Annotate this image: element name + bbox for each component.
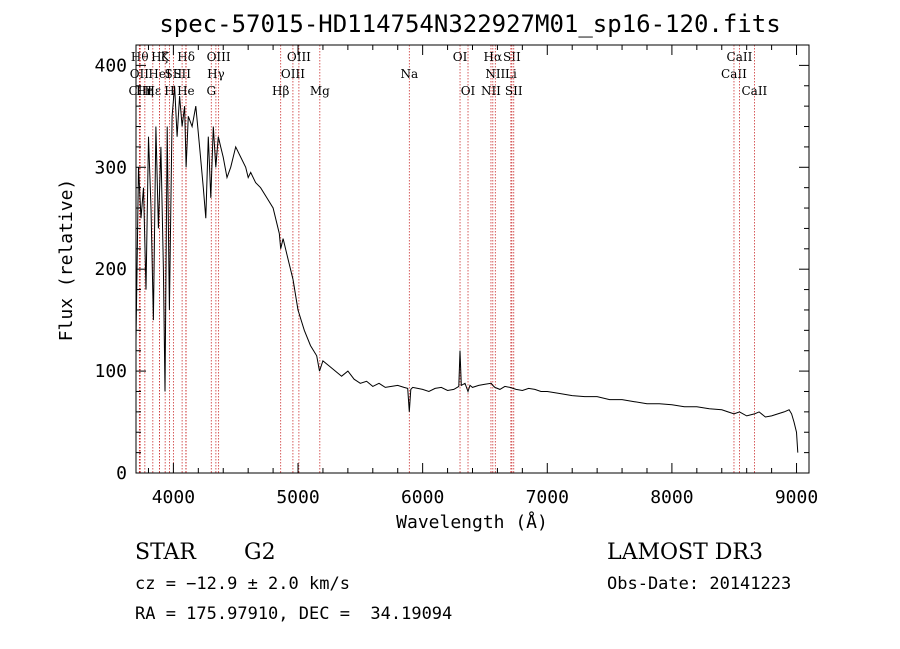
- line-mark-label-7: K: [161, 50, 171, 64]
- x-axis: 4000 5000 6000 7000 8000 9000: [147, 45, 818, 508]
- line-mark-label-1: OII: [130, 67, 150, 81]
- line-mark-label-30: CaII: [727, 50, 753, 64]
- line-mark-label-11: SII: [173, 67, 191, 81]
- line-mark-label-9: SII: [165, 67, 183, 81]
- x-tick-label-5000: 5000: [276, 487, 319, 508]
- line-mark-label-16: Hβ: [272, 84, 289, 98]
- line-mark-label-2: CIII: [129, 84, 153, 98]
- line-mark-label-26: Li: [505, 67, 517, 81]
- line-mark-label-31: CaII: [741, 84, 767, 98]
- x-tick-label-7000: 7000: [526, 487, 569, 508]
- redshift-readout: cz = −12.9 ± 2.0 km/s: [135, 574, 350, 594]
- x-axis-title: Wavelength (Å): [396, 511, 548, 533]
- x-tick-label-6000: 6000: [401, 487, 444, 508]
- y-tick-label-400: 400: [94, 55, 127, 76]
- y-tick-label-300: 300: [94, 157, 127, 178]
- coordinates-readout: RA = 175.97910, DEC = 34.19094: [135, 604, 453, 624]
- y-axis: 0 100 200 300 400: [94, 55, 809, 484]
- line-mark-label-6: Hζ: [151, 50, 168, 64]
- line-mark-label-21: OI: [453, 50, 468, 64]
- flux-series: [135, 85, 799, 453]
- object-class: STAR: [135, 540, 196, 565]
- x-tick-label-9000: 9000: [775, 487, 818, 508]
- line-mark-label-24: Hα: [484, 50, 503, 64]
- y-axis-title: Flux (relative): [56, 179, 77, 342]
- line-mark-label-3: Hη: [136, 84, 154, 98]
- line-mark-label-12: He: [177, 84, 195, 98]
- line-mark-label-19: Mg: [310, 84, 330, 98]
- object-subclass: G2: [244, 540, 276, 565]
- line-mark-label-4: Hε: [144, 84, 161, 98]
- line-mark-label-13: G: [206, 84, 216, 98]
- chart-title: spec-57015-HD114754N322927M01_sp16-120.f…: [159, 10, 780, 38]
- line-mark-label-25: NII: [485, 67, 505, 81]
- y-tick-label-0: 0: [116, 463, 127, 484]
- line-mark-label-18: OIII: [287, 50, 311, 64]
- line-mark-label-27: SII: [503, 50, 521, 64]
- line-mark-label-28: SII: [505, 84, 523, 98]
- observation-date: Obs-Date: 20141223: [607, 574, 792, 594]
- survey-name: LAMOST DR3: [607, 540, 763, 565]
- line-mark-label-8: H: [164, 84, 174, 98]
- line-mark-label-22: OI: [461, 84, 476, 98]
- line-mark-label-15: OIII: [207, 50, 231, 64]
- line-mark-label-17: OIII: [281, 67, 305, 81]
- line-mark-label-20: Na: [400, 67, 418, 81]
- line-mark-label-29: CaII: [721, 67, 747, 81]
- x-tick-label-8000: 8000: [650, 487, 693, 508]
- y-tick-label-200: 200: [94, 259, 127, 280]
- y-tick-label-100: 100: [94, 361, 127, 382]
- x-tick-label-4000: 4000: [152, 487, 195, 508]
- series-line-flux: [135, 85, 799, 453]
- spectral-line-marks: HθOIICIIIHηHεHeIHζKHSIIHδSIIHeGHγOIIIHβO…: [129, 45, 768, 473]
- line-mark-label-23: NII: [481, 84, 501, 98]
- line-mark-label-14: Hγ: [207, 67, 225, 81]
